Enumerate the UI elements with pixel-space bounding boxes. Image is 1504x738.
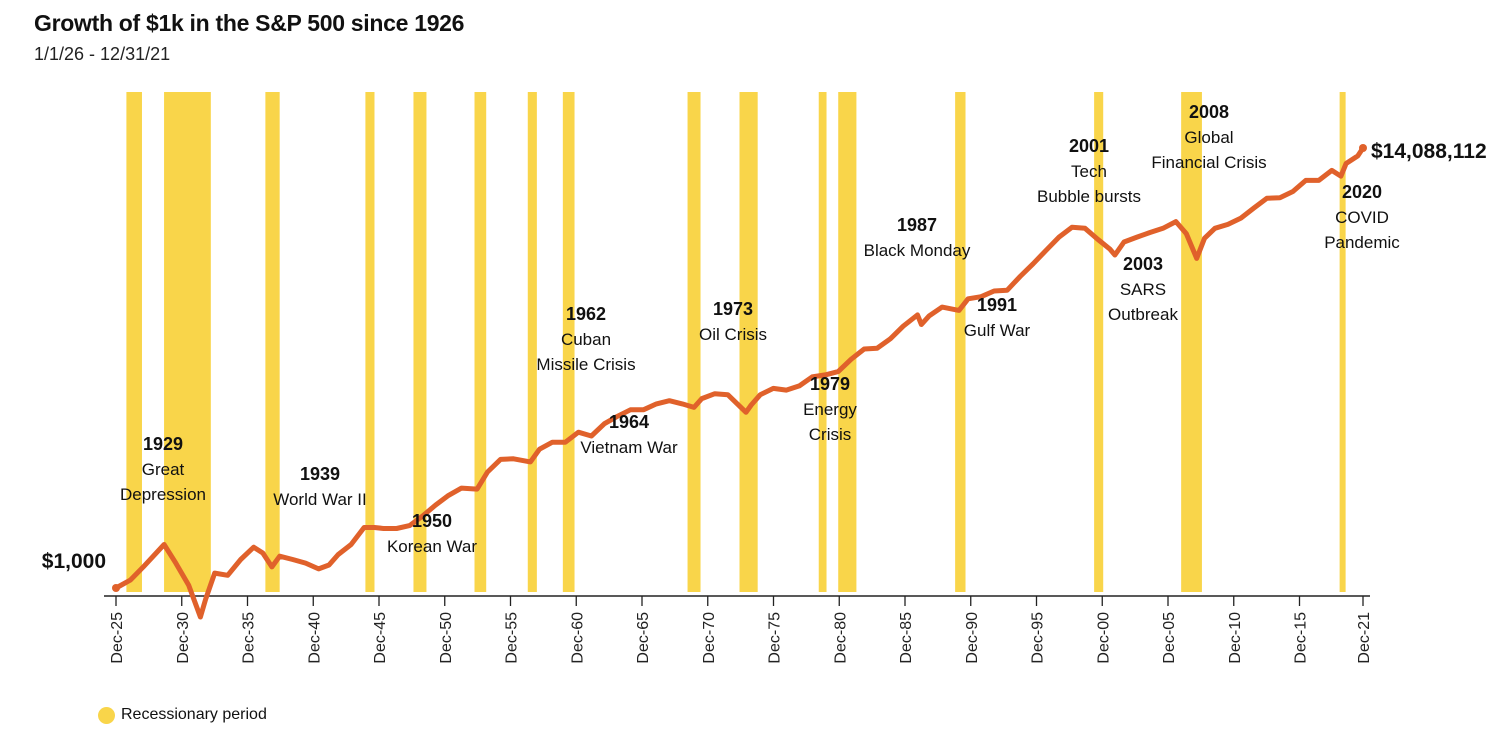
annotation-2008: 2008 Global Financial Crisis [1151, 102, 1266, 172]
annotation-text-1929-0: Great [142, 460, 185, 479]
legend-label: Recessionary period [121, 706, 267, 723]
chart-subtitle: 1/1/26 - 12/31/21 [34, 44, 171, 64]
annotation-year-1991: 1991 [977, 295, 1017, 315]
x-tick-label-11: Dec-80 [832, 612, 849, 664]
annotation-text-1962-1: Missile Crisis [536, 355, 635, 374]
annotation-1929: 1929 Great Depression [120, 434, 206, 504]
legend: Recessionary period [98, 706, 267, 724]
x-tick-label-4: Dec-45 [372, 612, 389, 664]
annotation-text-1950-0: Korean War [387, 537, 477, 556]
series-line-layer [112, 144, 1367, 620]
annotation-2003: 2003 SARS Outbreak [1108, 254, 1178, 324]
x-tick-label-14: Dec-95 [1030, 612, 1047, 664]
annotation-text-1987-0: Black Monday [864, 241, 971, 260]
recession-band-3 [365, 92, 375, 592]
x-tick-label-19: Dec-21 [1356, 612, 1373, 664]
annotation-text-1962-0: Cuban [561, 330, 611, 349]
x-tick-label-15: Dec-00 [1095, 612, 1112, 664]
annotation-text-2001-1: Bubble bursts [1037, 187, 1141, 206]
annotation-1991: 1991 Gulf War [964, 295, 1031, 340]
annotation-text-2008-0: Global [1184, 128, 1233, 147]
annotation-2020: 2020 COVID Pandemic [1324, 182, 1400, 252]
x-axis: Dec-25 Dec-30 Dec-35 Dec-40 Dec-45 Dec-50 Dec-… [104, 595, 1373, 664]
chart-title: Growth of $1k in the S&P 500 since 1926 [34, 10, 465, 36]
annotation-1962: 1962 Cuban Missile Crisis [536, 304, 635, 374]
annotation-year-1964: 1964 [609, 412, 649, 432]
recession-band-7 [562, 92, 575, 592]
annotation-year-1950: 1950 [412, 511, 452, 531]
x-tick-label-9: Dec-70 [701, 612, 718, 664]
annotation-year-2020: 2020 [1342, 182, 1382, 202]
x-tick-label-16: Dec-05 [1161, 612, 1178, 664]
end-value-label: $14,088,112 [1371, 140, 1487, 163]
recession-band-6 [527, 92, 537, 592]
recession-band-15 [1339, 92, 1346, 592]
x-tick-label-13: Dec-90 [964, 612, 981, 664]
recession-band-0 [126, 92, 142, 592]
recession-band-14 [1181, 92, 1202, 592]
annotation-2001: 2001 Tech Bubble bursts [1037, 136, 1141, 206]
series-line [113, 145, 1366, 620]
annotation-year-1979: 1979 [810, 374, 850, 394]
x-tick-label-17: Dec-10 [1227, 612, 1244, 664]
x-tick-label-2: Dec-35 [241, 612, 258, 664]
recession-bands [126, 92, 1346, 592]
annotation-text-2020-1: Pandemic [1324, 233, 1400, 252]
annotation-year-1987: 1987 [897, 215, 937, 235]
recession-band-5 [474, 92, 487, 592]
recession-band-1 [164, 92, 211, 592]
x-tick-label-3: Dec-40 [306, 612, 323, 664]
recession-band-8 [687, 92, 701, 592]
recession-band-10 [818, 92, 827, 592]
recession-band-11 [838, 92, 857, 592]
annotation-year-2008: 2008 [1189, 102, 1229, 122]
annotation-1950: 1950 Korean War [387, 511, 477, 556]
annotation-1939: 1939 World War II [273, 464, 367, 509]
annotation-year-1939: 1939 [300, 464, 340, 484]
annotation-year-1962: 1962 [566, 304, 606, 324]
annotation-year-2001: 2001 [1069, 136, 1109, 156]
legend-swatch-icon [98, 706, 115, 724]
start-point [112, 584, 120, 592]
x-tick-label-5: Dec-50 [438, 612, 455, 664]
annotation-text-1979-1: Crisis [809, 425, 852, 444]
annotation-text-2003-1: Outbreak [1108, 305, 1178, 324]
annotation-1979: 1979 Energy Crisis [803, 374, 857, 444]
recession-band-13 [1094, 92, 1104, 592]
annotation-year-2003: 2003 [1123, 254, 1163, 274]
annotation-text-1991-0: Gulf War [964, 321, 1031, 340]
annotation-1973: 1973 Oil Crisis [699, 299, 767, 344]
annotation-text-2020-0: COVID [1335, 208, 1389, 227]
recession-band-12 [955, 92, 966, 592]
recession-band-9 [739, 92, 758, 592]
annotation-text-2003-0: SARS [1120, 280, 1166, 299]
annotation-year-1973: 1973 [713, 299, 753, 319]
start-value-label: $1,000 [42, 550, 106, 573]
x-tick-label-12: Dec-85 [898, 612, 915, 664]
annotation-text-1929-1: Depression [120, 485, 206, 504]
annotations: $1,000 $14,088,112 1929 Great Depression 1939… [42, 102, 1487, 573]
x-tick-label-0: Dec-25 [109, 612, 126, 664]
annotation-text-2008-1: Financial Crisis [1151, 153, 1266, 172]
annotation-text-1979-0: Energy [803, 400, 857, 419]
annotation-text-1964-0: Vietnam War [580, 438, 678, 457]
annotation-text-1973-0: Oil Crisis [699, 325, 767, 344]
x-tick-label-18: Dec-15 [1293, 612, 1310, 664]
x-tick-label-7: Dec-60 [569, 612, 586, 664]
annotation-1987: 1987 Black Monday [864, 215, 971, 260]
recession-band-2 [265, 92, 280, 592]
x-tick-label-8: Dec-65 [635, 612, 652, 664]
end-point [1359, 144, 1367, 152]
x-tick-label-10: Dec-75 [767, 612, 784, 664]
annotation-year-1929: 1929 [143, 434, 183, 454]
annotation-text-2001-0: Tech [1071, 162, 1107, 181]
annotation-1964: 1964 Vietnam War [580, 412, 678, 457]
annotation-text-1939-0: World War II [273, 490, 367, 509]
x-tick-label-1: Dec-30 [175, 612, 192, 664]
recession-band-4 [413, 92, 427, 592]
x-tick-label-6: Dec-55 [504, 612, 521, 664]
